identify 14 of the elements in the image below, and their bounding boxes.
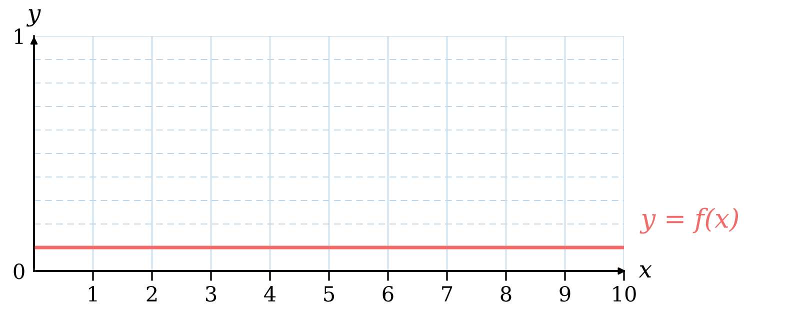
series-label: y = f(x) [640, 208, 738, 234]
x-tick-label: 8 [500, 286, 512, 302]
x-tick-label: 2 [146, 286, 157, 302]
x-tick-label: 10 [613, 286, 636, 302]
y-axis-title: y [26, 9, 41, 27]
x-tick-label: 3 [206, 286, 216, 302]
x-tick-label: 4 [264, 286, 276, 302]
y-tick-label: 0 [14, 263, 24, 280]
x-tick-label: 9 [560, 286, 570, 302]
x-axis-title: x [638, 265, 652, 278]
x-tick-label: 1 [88, 286, 97, 302]
x-tick-label: 6 [382, 286, 394, 302]
x-tick-label: 5 [324, 286, 334, 302]
x-tick-label: 7 [442, 286, 452, 302]
